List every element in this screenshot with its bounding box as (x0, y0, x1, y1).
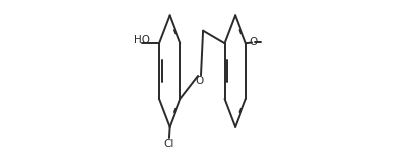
Text: Cl: Cl (163, 139, 174, 149)
Text: O: O (194, 76, 203, 86)
Text: HO: HO (134, 35, 150, 45)
Text: O: O (249, 37, 257, 47)
